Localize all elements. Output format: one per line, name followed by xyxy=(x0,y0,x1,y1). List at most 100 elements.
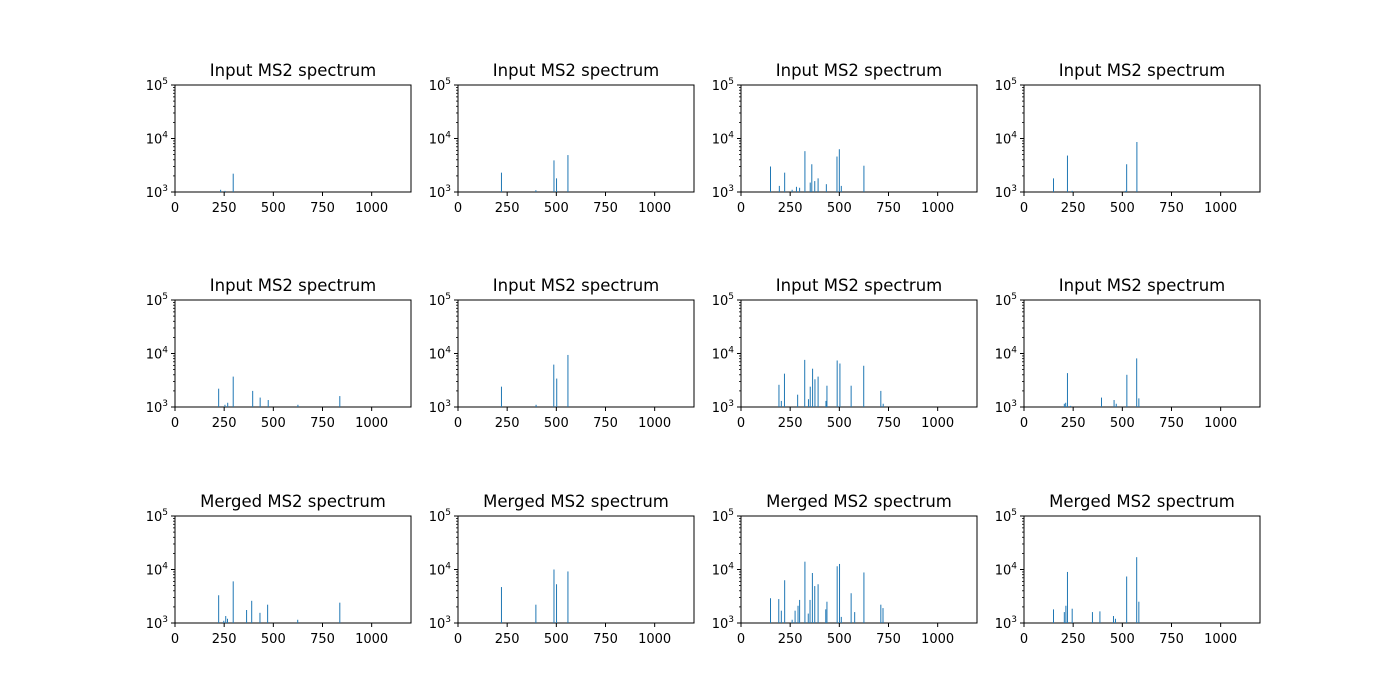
y-tick-label: 105 xyxy=(712,77,734,94)
x-tick-label: 750 xyxy=(593,416,618,431)
x-tick-label: 500 xyxy=(544,416,569,431)
y-tick-label: 104 xyxy=(712,562,735,579)
x-tick-label: 500 xyxy=(1110,201,1135,216)
x-tick-label: 1000 xyxy=(921,632,954,647)
x-tick-label: 250 xyxy=(778,416,803,431)
y-tick-label: 104 xyxy=(429,131,452,148)
y-tick-label: 104 xyxy=(146,131,169,148)
x-tick-label: 0 xyxy=(737,416,745,431)
x-tick-label: 1000 xyxy=(355,632,388,647)
x-tick-label: 750 xyxy=(876,201,901,216)
y-tick-label: 104 xyxy=(712,131,735,148)
x-tick-label: 250 xyxy=(495,632,520,647)
panel-title: Input MS2 spectrum xyxy=(493,61,660,80)
y-tick-label: 103 xyxy=(712,615,734,632)
y-tick-label: 103 xyxy=(429,615,451,632)
y-tick-label: 105 xyxy=(712,292,734,309)
x-tick-label: 1000 xyxy=(638,416,671,431)
panel-title: Input MS2 spectrum xyxy=(776,276,943,295)
x-tick-label: 750 xyxy=(310,416,335,431)
x-tick-label: 500 xyxy=(261,201,286,216)
x-tick-label: 500 xyxy=(261,632,286,647)
x-tick-label: 0 xyxy=(1020,632,1028,647)
x-tick-label: 500 xyxy=(1110,632,1135,647)
axes-frame xyxy=(740,84,978,193)
x-tick-label: 250 xyxy=(212,416,237,431)
x-tick-label: 500 xyxy=(827,416,852,431)
panel-title: Merged MS2 spectrum xyxy=(1049,492,1235,511)
panel-title: Merged MS2 spectrum xyxy=(766,492,952,511)
x-tick-label: 1000 xyxy=(1204,201,1237,216)
y-tick-label: 105 xyxy=(429,508,451,525)
y-tick-label: 103 xyxy=(712,399,734,416)
panel-title: Input MS2 spectrum xyxy=(1059,61,1226,80)
y-tick-label: 105 xyxy=(146,292,168,309)
panel-title: Input MS2 spectrum xyxy=(1059,276,1226,295)
spectrum-panel: Input MS2 spectrum 0 250 500 750 1000 103 104 10… xyxy=(146,276,412,431)
x-tick-label: 1000 xyxy=(638,201,671,216)
y-tick-label: 103 xyxy=(995,184,1017,201)
y-tick-label: 104 xyxy=(995,346,1018,363)
y-tick-label: 105 xyxy=(712,508,734,525)
y-tick-label: 103 xyxy=(429,184,451,201)
y-tick-label: 103 xyxy=(146,399,168,416)
axes-frame xyxy=(1023,299,1261,408)
x-tick-label: 1000 xyxy=(1204,416,1237,431)
x-tick-label: 750 xyxy=(876,416,901,431)
x-tick-label: 750 xyxy=(310,201,335,216)
x-tick-label: 0 xyxy=(737,201,745,216)
x-tick-label: 250 xyxy=(495,416,520,431)
x-tick-label: 250 xyxy=(212,632,237,647)
y-tick-label: 104 xyxy=(995,131,1018,148)
spectrum-panel: Input MS2 spectrum 0 250 500 750 1000 103 104 10… xyxy=(995,61,1261,216)
axes-frame xyxy=(457,299,695,408)
x-tick-label: 500 xyxy=(827,632,852,647)
spectrum-panel: Merged MS2 spectrum 0 250 500 750 1000 103 104 1… xyxy=(146,492,412,647)
x-tick-label: 250 xyxy=(778,201,803,216)
x-tick-label: 250 xyxy=(778,632,803,647)
x-tick-label: 1000 xyxy=(1204,632,1237,647)
y-tick-label: 105 xyxy=(995,77,1017,94)
x-tick-label: 1000 xyxy=(355,201,388,216)
x-tick-label: 0 xyxy=(454,201,462,216)
axes-frame xyxy=(174,515,412,624)
x-tick-label: 250 xyxy=(495,201,520,216)
y-tick-label: 103 xyxy=(429,399,451,416)
axes-frame xyxy=(1023,84,1261,193)
axes-frame xyxy=(174,299,412,408)
y-tick-label: 104 xyxy=(429,562,452,579)
x-tick-label: 0 xyxy=(454,632,462,647)
spectrum-panel: Merged MS2 spectrum 0 250 500 750 1000 103 104 1… xyxy=(712,492,978,647)
y-tick-label: 105 xyxy=(146,77,168,94)
panel-title: Merged MS2 spectrum xyxy=(200,492,386,511)
x-tick-label: 250 xyxy=(212,201,237,216)
x-tick-label: 0 xyxy=(171,632,179,647)
axes-frame xyxy=(174,84,412,193)
x-tick-label: 250 xyxy=(1061,632,1086,647)
spectrum-panel: Input MS2 spectrum 0 250 500 750 1000 103 104 10… xyxy=(146,61,412,216)
y-tick-label: 104 xyxy=(712,346,735,363)
panel-title: Input MS2 spectrum xyxy=(493,276,660,295)
spectrum-panel: Merged MS2 spectrum 0 250 500 750 1000 103 104 1… xyxy=(995,492,1261,647)
axes-frame xyxy=(457,515,695,624)
x-tick-label: 1000 xyxy=(921,416,954,431)
spectrum-panel: Merged MS2 spectrum 0 250 500 750 1000 103 104 1… xyxy=(429,492,695,647)
x-tick-label: 0 xyxy=(171,201,179,216)
y-tick-label: 105 xyxy=(995,508,1017,525)
x-tick-label: 750 xyxy=(593,632,618,647)
x-tick-label: 0 xyxy=(737,632,745,647)
panel-title: Input MS2 spectrum xyxy=(210,61,377,80)
spectrum-panel: Input MS2 spectrum 0 250 500 750 1000 103 104 10… xyxy=(429,61,695,216)
panel-title: Merged MS2 spectrum xyxy=(483,492,669,511)
x-tick-label: 0 xyxy=(171,416,179,431)
x-tick-label: 0 xyxy=(1020,201,1028,216)
x-tick-label: 0 xyxy=(454,416,462,431)
x-tick-label: 1000 xyxy=(921,201,954,216)
x-tick-label: 250 xyxy=(1061,201,1086,216)
x-tick-label: 500 xyxy=(544,632,569,647)
x-tick-label: 750 xyxy=(1159,416,1184,431)
y-tick-label: 105 xyxy=(995,292,1017,309)
y-tick-label: 105 xyxy=(429,77,451,94)
y-tick-label: 103 xyxy=(995,615,1017,632)
panel-title: Input MS2 spectrum xyxy=(210,276,377,295)
